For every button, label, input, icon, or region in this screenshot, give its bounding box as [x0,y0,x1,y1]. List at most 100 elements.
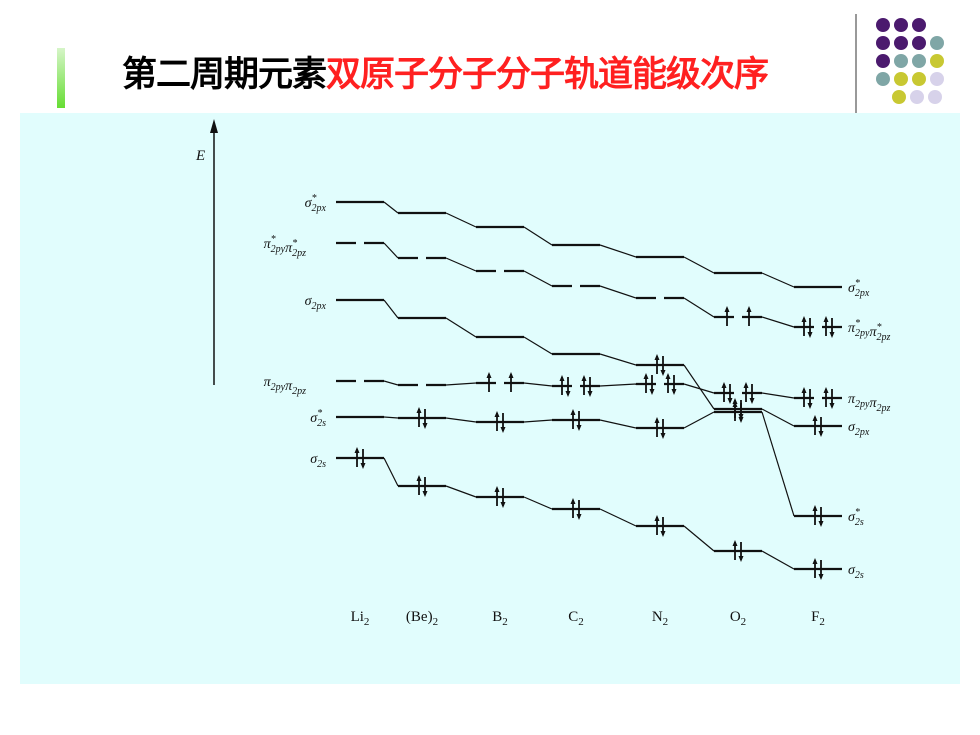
level-connector [599,353,637,366]
spin-up-arrow [416,475,422,495]
molecule-label: Li2 [351,609,370,628]
right-orbital-labels: σ* 2px π* 2pyπ* 2pz π2pyπ2pz σ2px σ* 2s σ2s [848,278,890,581]
decorative-dot [876,36,890,50]
spin-down-arrow [660,356,666,376]
spin-up-arrow [354,447,360,467]
decorative-dot [930,36,944,50]
decorative-dot [876,54,890,68]
spin-down-arrow [671,375,677,395]
orbital-label: π* 2pyπ* 2pz [848,318,890,343]
orbital-label: σ2s [848,563,864,581]
decorative-dot [894,54,908,68]
spin-down-arrow [576,411,582,431]
decorative-dot [894,72,908,86]
level-connector [683,383,715,394]
spin-down-arrow [807,318,813,338]
level-connector [683,256,715,274]
spin-up-arrow [801,316,807,336]
level-connector [761,411,795,517]
molecule-label: O2 [730,609,746,628]
spin-up-arrow [812,415,818,435]
spin-down-arrow [807,389,813,409]
decorative-dot [912,72,926,86]
spin-up-arrow [721,382,727,402]
spin-up-arrow [732,540,738,560]
spin-down-arrow [422,477,428,497]
level-connector [761,550,795,570]
level-connector [523,382,553,387]
spin-up-arrow [643,373,649,393]
spin-up-arrow [570,409,576,429]
level-connector [523,419,553,423]
spin-down-arrow [576,500,582,520]
level-connector [445,382,477,386]
level-connector [523,496,553,510]
spin-down-arrow [818,417,824,437]
level-connector [523,226,553,246]
orbital-label: σ* 2px [848,278,870,299]
level-connector [445,257,477,272]
orbital-label: σ2s [310,452,326,470]
orbital-label: σ* 2s [310,408,326,429]
orbital-label: σ2px [305,294,327,312]
decorative-dot [876,18,890,32]
spin-up-arrow [494,411,500,431]
orbital-label: π2pyπ2pz [848,392,890,414]
energy-axis: E [195,119,218,385]
spin-down-arrow [565,377,571,397]
spin-down-arrow [660,419,666,439]
spin-up-arrow [559,375,565,395]
level-connector [761,408,795,427]
spin-down-arrow [829,318,835,338]
level-connector [523,336,553,355]
spin-down-arrow [727,384,733,404]
molecule-label: B2 [492,609,508,628]
spin-up-arrow [654,417,660,437]
level-connector [599,383,637,387]
spin-down-arrow [587,377,593,397]
level-connector [761,272,795,288]
level-connector [683,525,715,552]
spin-down-arrow [818,560,824,580]
level-connector [445,317,477,338]
decorative-dot [912,18,926,32]
level-connector [445,485,477,498]
level-connector [445,212,477,228]
spin-up-arrow [581,375,587,395]
spin-up-arrow [801,387,807,407]
level-connector [683,297,715,318]
spin-up-arrow [746,306,752,326]
decorative-dot [892,90,906,104]
decorative-dot [930,54,944,68]
spin-up-arrow [486,372,492,392]
mo-energy-diagram: E σ* 2px π* 2pyπ* 2pz σ2px π2pyπ2pz σ* 2s σ2s σ* 2… [20,113,960,684]
title-prefix: 第二周期元素 [122,55,327,95]
spin-up-arrow [508,372,514,392]
title-accent-bar [57,48,65,108]
level-connector [599,508,637,527]
level-connector [761,392,795,399]
level-connector [599,285,637,299]
decorative-dot [930,72,944,86]
decorative-dot [910,90,924,104]
spin-down-arrow [500,413,506,433]
orbital-label: π2pyπ2pz [264,375,306,397]
spin-up-arrow [812,558,818,578]
spin-up-arrow [812,505,818,525]
title-highlight: 双原子分子分子轨道能级次序 [326,55,769,95]
spin-up-arrow [416,407,422,427]
level-connector [683,364,715,410]
orbital-label: σ2px [848,420,870,438]
spin-down-arrow [738,400,744,420]
spin-up-arrow [494,486,500,506]
spin-up-arrow [654,515,660,535]
decorative-dot [894,18,908,32]
level-connector [599,244,637,258]
header-divider [855,14,857,120]
spin-down-arrow [422,409,428,429]
spin-down-arrow [360,449,366,469]
spin-down-arrow [818,507,824,527]
spin-up-arrow [732,398,738,418]
orbital-label: π* 2pyπ* 2pz [264,234,306,259]
